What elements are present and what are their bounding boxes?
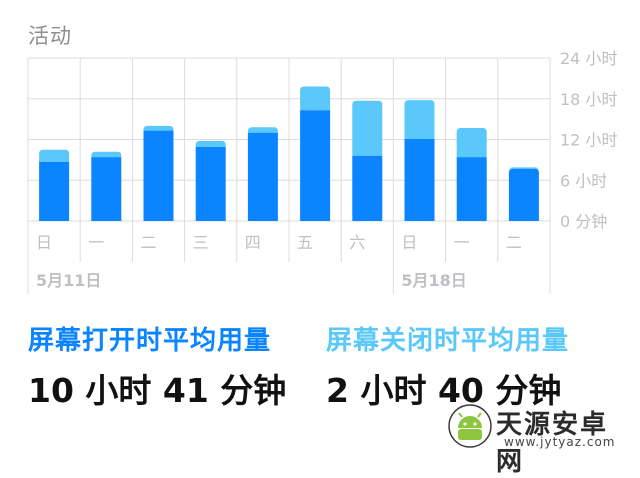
bar-screen-on (300, 110, 331, 221)
bar-screen-on (352, 155, 383, 221)
x-tick-label: 六 (349, 233, 365, 252)
activity-chart: 日 一 二 三 四 五 六 日 一 二 24 小时 18 小时 12 小时 6 小时 0 分钟 5月11日 5月… (27, 49, 617, 294)
x-tick-label: 一 (88, 233, 104, 252)
x-tick-label: 五 (297, 233, 313, 252)
bar-screen-off (352, 100, 383, 156)
android-robot-logo-icon (448, 404, 492, 448)
y-tick-label: 6 小时 (560, 171, 607, 190)
watermark: 天源安卓网 www.jytyaz.com (448, 404, 632, 477)
bar-screen-off (247, 127, 278, 133)
x-tick-label: 二 (140, 233, 156, 252)
section-title: 活动 (28, 24, 72, 48)
bar-screen-off (508, 167, 539, 172)
bar-screen-on (143, 130, 174, 221)
bar-screen-on (195, 146, 226, 221)
bar-screen-off (456, 127, 487, 158)
bar-screen-off (300, 86, 331, 111)
x-tick-label: 二 (506, 233, 522, 252)
bar-screen-off (91, 151, 122, 158)
y-tick-label: 18 小时 (560, 90, 617, 109)
week-start-label: 5月18日 (401, 271, 466, 290)
y-tick-label: 12 小时 (560, 131, 617, 150)
bar-screen-on (39, 161, 70, 221)
bar-screen-off (404, 100, 435, 139)
bar-screen-on (91, 157, 122, 221)
y-tick-label: 0 分钟 (560, 212, 607, 231)
screen-on-avg-label: 屏幕打开时平均用量 (28, 326, 272, 356)
watermark-url: www.jytyaz.com (504, 435, 616, 449)
bar-screen-on (247, 132, 278, 221)
y-tick-label: 24 小时 (560, 49, 617, 68)
x-tick-label: 一 (454, 233, 470, 252)
screen-on-avg-value: 10 小时 41 分钟 (28, 371, 287, 410)
bar-screen-off (39, 149, 70, 162)
screen-off-avg-label: 屏幕关闭时平均用量 (326, 326, 570, 356)
bar-screen-off (143, 125, 174, 131)
x-tick-label: 四 (245, 233, 261, 252)
x-tick-label: 日 (401, 233, 417, 252)
bar-screen-on (404, 138, 435, 221)
bar-screen-off (195, 140, 226, 147)
x-tick-label: 三 (193, 233, 209, 252)
week-start-label: 5月11日 (36, 271, 101, 290)
bar-screen-on (456, 157, 487, 221)
bar-screen-on (508, 168, 539, 221)
screen-off-avg-value: 2 小时 40 分钟 (326, 371, 562, 410)
x-tick-label: 日 (36, 233, 52, 252)
